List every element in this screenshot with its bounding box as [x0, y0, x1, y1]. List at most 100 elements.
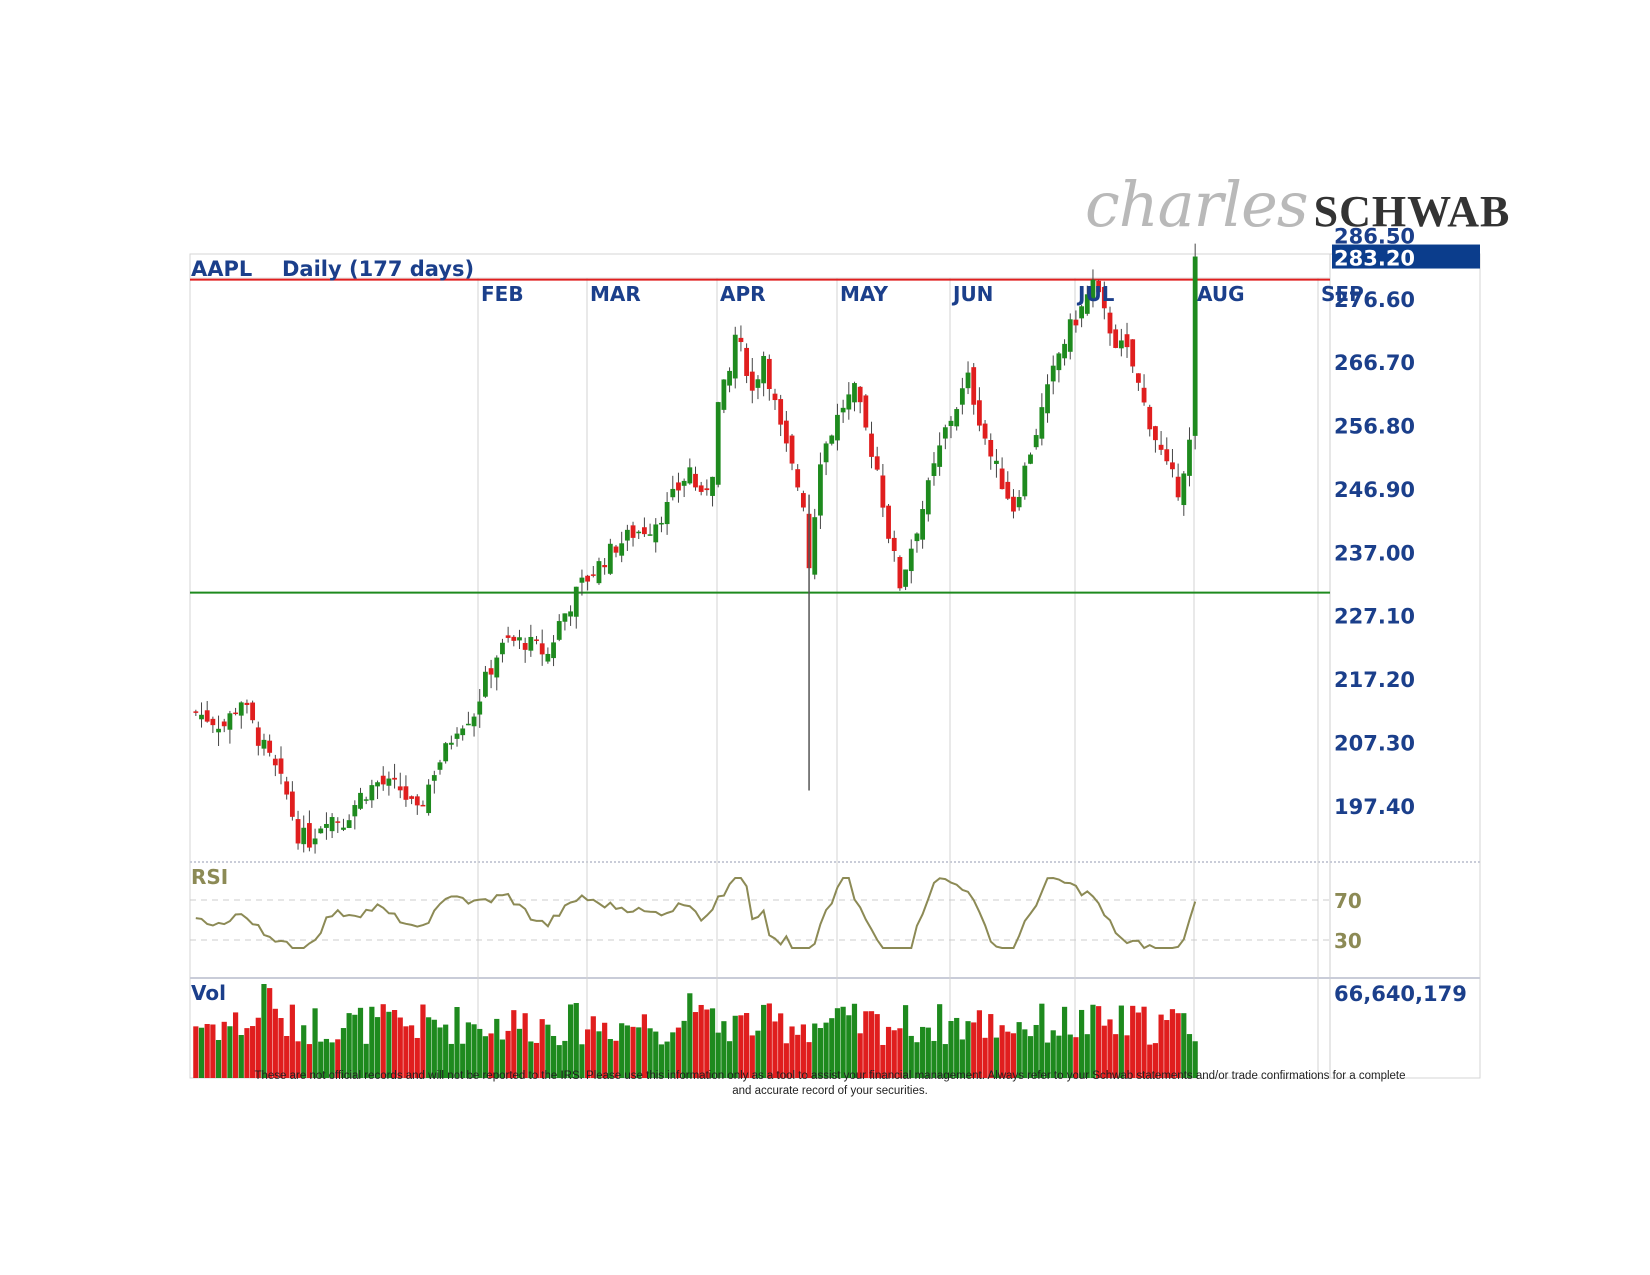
- volume-bar: [1039, 1003, 1045, 1078]
- month-label: MAY: [840, 282, 888, 306]
- volume-bar: [1056, 1035, 1062, 1078]
- volume-bar: [1044, 1042, 1051, 1078]
- candle-body: [278, 758, 284, 774]
- volume-bar: [704, 1009, 710, 1078]
- candle-body: [227, 713, 233, 730]
- candle-body: [1005, 481, 1011, 499]
- candle-body: [664, 501, 670, 525]
- candle-body: [534, 639, 539, 641]
- volume-bar: [386, 1011, 392, 1078]
- candle-body: [437, 762, 443, 770]
- volume-bar: [1107, 1019, 1113, 1078]
- candle-body: [846, 394, 852, 410]
- volume-bar: [948, 1021, 954, 1078]
- candle-body: [829, 435, 835, 444]
- candle-body: [352, 805, 358, 817]
- volume-bar: [778, 1013, 784, 1078]
- volume-bar: [726, 1041, 733, 1078]
- volume-bar: [477, 1028, 483, 1078]
- volume-title: Vol: [191, 981, 226, 1005]
- volume-bar: [619, 1023, 625, 1078]
- volume-bar: [1152, 1043, 1159, 1078]
- candle-body: [233, 712, 238, 715]
- volume-bar: [607, 1039, 613, 1078]
- volume-bar: [1164, 1020, 1170, 1078]
- month-label: MAR: [590, 282, 641, 306]
- candle-body: [852, 383, 857, 403]
- charles-schwab-logo: charles SCHWAB: [1085, 168, 1510, 241]
- candle-body: [721, 379, 727, 410]
- volume-bar: [863, 1011, 869, 1078]
- candle-body: [874, 456, 880, 470]
- volume-bar: [579, 1044, 585, 1078]
- candle-body: [738, 337, 744, 343]
- disclaimer-line-1: These are not official records and will …: [254, 1070, 1406, 1082]
- candle-body: [255, 727, 261, 746]
- candle-body: [216, 728, 221, 733]
- rsi-level-label: 30: [1334, 929, 1362, 953]
- candle-body: [897, 557, 903, 589]
- candle-body: [551, 642, 556, 659]
- volume-bar: [369, 1006, 375, 1078]
- price-tick-label: 276.60: [1334, 288, 1415, 312]
- candle-body: [465, 723, 471, 726]
- volume-bar: [255, 1017, 261, 1078]
- volume-bar: [874, 1014, 880, 1078]
- candle-body: [857, 386, 863, 403]
- candle-body: [1067, 319, 1073, 352]
- volume-bar: [1079, 1009, 1085, 1078]
- volume-bar: [647, 1028, 653, 1078]
- volume-bar: [1101, 1025, 1107, 1078]
- volume-bar: [920, 1026, 926, 1078]
- volume-bar: [1073, 1037, 1079, 1078]
- volume-bar: [749, 1035, 755, 1078]
- candle-body: [448, 742, 454, 745]
- volume-bar: [215, 1039, 222, 1078]
- volume-bar: [346, 1013, 352, 1078]
- candle-body: [341, 827, 346, 830]
- volume-bar: [829, 1018, 835, 1078]
- candle-body: [641, 527, 647, 535]
- volume-bar: [443, 1024, 449, 1078]
- volume-bar: [250, 1026, 256, 1078]
- volume-bar: [613, 1040, 619, 1078]
- volume-bar: [959, 1039, 965, 1078]
- candle-body: [590, 574, 596, 576]
- candle-body: [937, 445, 943, 467]
- candle-body: [886, 505, 891, 539]
- candle-body: [1175, 476, 1181, 498]
- volume-bar: [471, 1024, 477, 1078]
- price-tick-label: 197.40: [1334, 795, 1415, 819]
- month-label: JUN: [951, 282, 993, 306]
- candle-body: [840, 407, 846, 413]
- volume-bar: [868, 1011, 875, 1078]
- volume-bar: [431, 1019, 437, 1078]
- candle-body: [1073, 319, 1079, 326]
- candle-body: [1124, 334, 1130, 348]
- candle-body: [744, 347, 750, 376]
- volume-bar: [329, 1042, 335, 1078]
- volume-bar: [738, 1015, 744, 1078]
- candle-body: [1016, 496, 1022, 508]
- candle-body: [301, 827, 307, 845]
- volume-bar: [391, 1010, 398, 1078]
- candle-body: [369, 785, 375, 801]
- volume-bar: [789, 1026, 795, 1078]
- volume-bar: [539, 1019, 545, 1078]
- candle-body: [659, 522, 664, 525]
- candle-body: [1130, 339, 1136, 367]
- candle-body: [556, 621, 562, 640]
- candle-body: [250, 702, 256, 721]
- candle-body: [568, 611, 573, 617]
- candle-body: [687, 467, 693, 484]
- volume-bar: [772, 1021, 778, 1078]
- candle-body: [1039, 407, 1045, 439]
- candle-body: [517, 637, 522, 641]
- candle-body: [1113, 329, 1119, 348]
- candle-body: [749, 371, 755, 391]
- candle-body: [1170, 462, 1175, 470]
- candle-body: [607, 543, 613, 574]
- candle-body: [409, 796, 415, 799]
- volume-bar: [636, 1027, 642, 1078]
